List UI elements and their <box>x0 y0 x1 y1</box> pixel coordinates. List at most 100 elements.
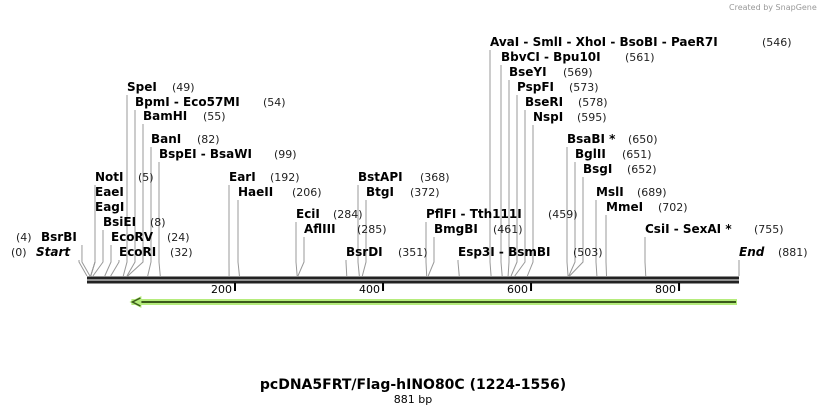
site-bpmi-eco57mi[interactable]: BpmI - Eco57MI (54) <box>135 95 286 109</box>
site-name[interactable]: EaeI <box>95 185 124 199</box>
site-eagi[interactable]: EagI <box>95 200 124 214</box>
site-position: (192) <box>270 171 300 184</box>
site-name[interactable]: PflFI - Tth111I <box>426 207 522 221</box>
sequence-length: 881 bp <box>394 393 432 406</box>
site-name[interactable]: EagI <box>95 200 124 214</box>
site-pspfi[interactable]: PspFI (573) <box>517 80 599 94</box>
site-ecorv[interactable]: EcoRV (24) <box>111 230 190 244</box>
site-haeii[interactable]: HaeII (206) <box>238 185 322 199</box>
site-noti[interactable]: NotI (5) <box>95 170 154 184</box>
site-leader-line <box>122 95 128 277</box>
site-name[interactable]: NspI <box>533 110 563 124</box>
tick-label: 400 <box>359 283 380 296</box>
site-bsgi[interactable]: BsgI (652) <box>583 162 657 176</box>
site-leader-line <box>507 80 510 277</box>
site-end[interactable]: End (881) <box>739 245 808 259</box>
site-csii-sexai[interactable]: CsiI - SexAI * (755) <box>645 222 784 236</box>
site-leader-line <box>78 260 88 277</box>
site-pflfi-tth111i[interactable]: PflFI - Tth111I (459) <box>426 207 578 221</box>
site-position: (755) <box>754 223 784 236</box>
site-bglii[interactable]: BglII (651) <box>575 147 652 161</box>
site-name[interactable]: BamHI <box>143 109 187 123</box>
site-name[interactable]: BsaBI * <box>567 132 616 146</box>
site-bamhi[interactable]: BamHI (55) <box>143 109 226 123</box>
site-leader-line <box>110 260 120 277</box>
site-bseri[interactable]: BseRI (578) <box>525 95 608 109</box>
site-mmei[interactable]: MmeI (702) <box>606 200 688 214</box>
site-name[interactable]: EarI <box>229 170 256 184</box>
site-msli[interactable]: MslI (689) <box>596 185 667 199</box>
site-name[interactable]: AvaI - SmlI - XhoI - BsoBI - PaeR7I <box>490 35 718 49</box>
site-name[interactable]: SpeI <box>127 80 157 94</box>
site-position: (881) <box>778 246 808 259</box>
site-name[interactable]: BtgI <box>366 185 394 199</box>
site-position: (4) <box>16 231 32 244</box>
site-name[interactable]: AflIII <box>304 222 336 236</box>
site-name[interactable]: BbvCI - Bpu10I <box>501 50 601 64</box>
site-leader-line <box>500 65 503 277</box>
site-name[interactable]: BpmI - Eco57MI <box>135 95 240 109</box>
site-esp3i-bsmbi[interactable]: Esp3I - BsmBI (503) <box>458 245 603 259</box>
tick-label: 600 <box>507 283 528 296</box>
site-bmgbi[interactable]: BmgBI (461) <box>434 222 523 236</box>
site-bsabi[interactable]: BsaBI * (650) <box>567 132 658 146</box>
site-eari[interactable]: EarI (192) <box>229 170 300 184</box>
site-name[interactable]: BstAPI <box>358 170 403 184</box>
site-position: (595) <box>577 111 607 124</box>
site-name[interactable]: End <box>739 245 765 259</box>
site-bsiei[interactable]: BsiEI (8) <box>103 215 166 229</box>
site-name[interactable]: BsrBI <box>41 230 77 244</box>
site-name[interactable]: BsiEI <box>103 215 136 229</box>
site-position: (578) <box>578 96 608 109</box>
site-name[interactable]: HaeII <box>238 185 273 199</box>
site-bstapi[interactable]: BstAPI (368) <box>358 170 450 184</box>
site-bsrdi[interactable]: BsrDI (351) <box>346 245 428 259</box>
site-name[interactable]: MslI <box>596 185 624 199</box>
site-name[interactable]: BseRI <box>525 95 563 109</box>
site-bseyi[interactable]: BseYI (569) <box>509 65 593 79</box>
site-spei[interactable]: SpeI (49) <box>127 80 195 94</box>
site-name[interactable]: MmeI <box>606 200 643 214</box>
site-position: (5) <box>138 171 154 184</box>
site-bbvci-bpu10i[interactable]: BbvCI - Bpu10I (561) <box>501 50 655 64</box>
site-position: (285) <box>357 223 387 236</box>
site-btgi[interactable]: BtgI (372) <box>366 185 440 199</box>
site-name[interactable]: CsiI - SexAI * <box>645 222 732 236</box>
site-position: (99) <box>274 148 297 161</box>
site-name[interactable]: NotI <box>95 170 124 184</box>
site-name[interactable]: BsgI <box>583 162 612 176</box>
site-start[interactable]: Start (0) <box>11 245 71 259</box>
site-bsrbi[interactable]: BsrBI (4) <box>16 230 77 244</box>
site-leader-line <box>357 185 360 277</box>
site-leader-line <box>526 125 534 277</box>
site-position: (206) <box>292 186 322 199</box>
site-bspei-bsawi[interactable]: BspEI - BsaWI (99) <box>159 147 297 161</box>
feature-arrow[interactable] <box>129 296 738 308</box>
site-nspi[interactable]: NspI (595) <box>533 110 607 124</box>
site-ecii[interactable]: EciI (284) <box>296 207 363 221</box>
site-name[interactable]: BglII <box>575 147 606 161</box>
site-ecori[interactable]: EcoRI (32) <box>119 245 193 259</box>
site-name[interactable]: BseYI <box>509 65 547 79</box>
site-name[interactable]: BsrDI <box>346 245 383 259</box>
site-name[interactable]: PspFI <box>517 80 554 94</box>
site-name[interactable]: EcoRI <box>119 245 156 259</box>
site-name[interactable]: EcoRV <box>111 230 154 244</box>
arrow-stroke <box>130 297 141 307</box>
site-avai-smli-xhoi-bsobi-paer7i[interactable]: AvaI - SmlI - XhoI - BsoBI - PaeR7I (546) <box>490 35 792 49</box>
site-afliii[interactable]: AflIII (285) <box>304 222 387 236</box>
site-leader-line <box>425 222 428 277</box>
site-name[interactable]: Start <box>36 245 71 259</box>
site-name[interactable]: BspEI - BsaWI <box>159 147 252 161</box>
site-name[interactable]: BmgBI <box>434 222 478 236</box>
site-eaei[interactable]: EaeI <box>95 185 124 199</box>
site-name[interactable]: BanI <box>151 132 181 146</box>
site-position: (569) <box>563 66 593 79</box>
site-leader-line <box>644 237 647 277</box>
site-leader-line <box>127 124 144 277</box>
site-name[interactable]: EciI <box>296 207 320 221</box>
site-position: (82) <box>197 133 220 146</box>
site-name[interactable]: Esp3I - BsmBI <box>458 245 550 259</box>
site-bani[interactable]: BanI (82) <box>151 132 220 146</box>
